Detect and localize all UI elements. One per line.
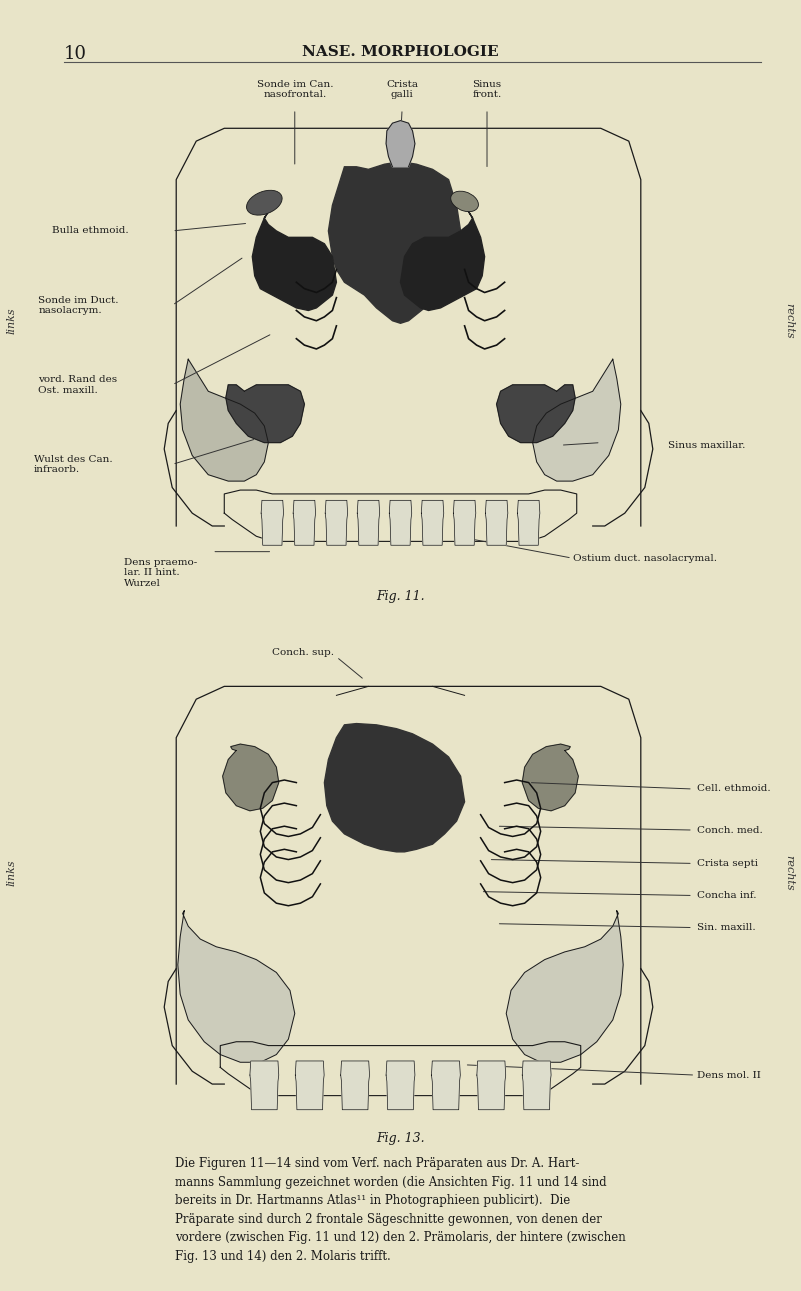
Polygon shape	[522, 744, 578, 811]
Polygon shape	[421, 501, 444, 545]
Text: rechts: rechts	[784, 303, 794, 338]
Text: Cell. ethmoid.: Cell. ethmoid.	[697, 785, 771, 794]
Polygon shape	[178, 911, 295, 1062]
Polygon shape	[226, 385, 304, 443]
Polygon shape	[223, 744, 279, 811]
Polygon shape	[517, 501, 540, 545]
Text: Conch. med.: Conch. med.	[697, 825, 763, 834]
Polygon shape	[324, 723, 465, 852]
Text: Crista septi: Crista septi	[697, 859, 758, 868]
Text: links: links	[7, 307, 17, 334]
Text: links: links	[7, 859, 17, 886]
Polygon shape	[506, 911, 623, 1062]
Polygon shape	[432, 1061, 461, 1110]
Polygon shape	[533, 359, 621, 482]
Polygon shape	[250, 1061, 279, 1110]
Text: NASE. MORPHOLOGIE: NASE. MORPHOLOGIE	[302, 45, 499, 59]
Text: vord. Rand des
Ost. maxill.: vord. Rand des Ost. maxill.	[38, 376, 118, 395]
Text: Conch. sup.: Conch. sup.	[272, 648, 334, 657]
Polygon shape	[453, 501, 476, 545]
Ellipse shape	[247, 190, 282, 216]
Text: Fig. 13.: Fig. 13.	[376, 1131, 425, 1145]
Text: Bulla ethmoid.: Bulla ethmoid.	[52, 226, 129, 235]
Polygon shape	[293, 501, 316, 545]
Text: 10: 10	[64, 45, 87, 63]
Text: Sonde im Duct.
nasolacrym.: Sonde im Duct. nasolacrym.	[38, 296, 119, 315]
Text: Dens mol. II: Dens mol. II	[697, 1070, 761, 1079]
Text: Sinus maxillar.: Sinus maxillar.	[667, 440, 745, 449]
Polygon shape	[180, 359, 268, 482]
Polygon shape	[325, 501, 348, 545]
Text: Dens praemo-
lar. II hint.
Wurzel: Dens praemo- lar. II hint. Wurzel	[124, 558, 197, 587]
Text: Concha inf.: Concha inf.	[697, 891, 756, 900]
Polygon shape	[340, 1061, 369, 1110]
Polygon shape	[477, 1061, 505, 1110]
Polygon shape	[261, 501, 284, 545]
Polygon shape	[485, 501, 508, 545]
Text: Wulst des Can.
infraorb.: Wulst des Can. infraorb.	[34, 454, 112, 474]
Polygon shape	[497, 385, 575, 443]
Text: Sonde im Can.
nasofrontal.: Sonde im Can. nasofrontal.	[256, 80, 333, 99]
Polygon shape	[522, 1061, 551, 1110]
Text: Sin. maxill.: Sin. maxill.	[697, 923, 755, 932]
Text: Die Figuren 11—14 sind vom Verf. nach Präparaten aus Dr. A. Hart-
manns Sammlung: Die Figuren 11—14 sind vom Verf. nach Pr…	[175, 1157, 626, 1263]
Polygon shape	[386, 1061, 415, 1110]
Text: Fig. 11.: Fig. 11.	[376, 590, 425, 603]
Polygon shape	[328, 161, 465, 323]
Polygon shape	[296, 1061, 324, 1110]
Polygon shape	[386, 120, 415, 167]
Polygon shape	[252, 205, 336, 310]
Ellipse shape	[451, 191, 478, 212]
Polygon shape	[389, 501, 412, 545]
Text: Crista
galli: Crista galli	[386, 80, 418, 99]
Text: rechts: rechts	[784, 855, 794, 891]
Polygon shape	[357, 501, 380, 545]
Text: Ostium duct. nasolacrymal.: Ostium duct. nasolacrymal.	[573, 554, 717, 563]
Text: Sinus
front.: Sinus front.	[473, 80, 501, 99]
Polygon shape	[400, 205, 485, 310]
